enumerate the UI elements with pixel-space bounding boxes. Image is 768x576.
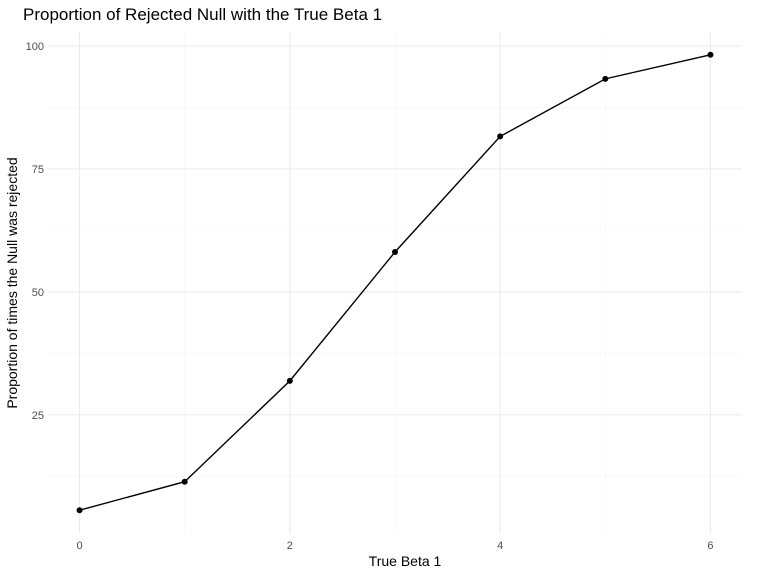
x-tick-label: 4	[497, 540, 503, 552]
x-tick-label: 0	[76, 540, 82, 552]
data-point	[76, 507, 83, 514]
y-tick-label: 50	[32, 287, 44, 299]
x-tick-label: 6	[707, 540, 713, 552]
y-tick-label: 100	[26, 41, 44, 53]
x-tick-label: 2	[287, 540, 293, 552]
data-point	[707, 51, 714, 58]
y-axis-title: Proportion of times the Null was rejecte…	[4, 157, 20, 408]
y-tick-label: 75	[32, 164, 44, 176]
y-tick-label: 25	[32, 410, 44, 422]
minor-gridlines	[48, 32, 742, 533]
data-point	[602, 75, 609, 82]
major-gridlines	[48, 32, 742, 533]
series-layer	[76, 51, 714, 514]
tick-labels: 0 2 4 6 25 50 75 100	[26, 41, 714, 552]
data-point	[392, 249, 398, 256]
chart-title: Proportion of Rejected Null with the Tru…	[23, 5, 382, 24]
data-point	[497, 133, 504, 140]
data-point	[181, 478, 188, 485]
data-point	[286, 377, 293, 384]
x-axis-title: True Beta 1	[369, 553, 442, 569]
